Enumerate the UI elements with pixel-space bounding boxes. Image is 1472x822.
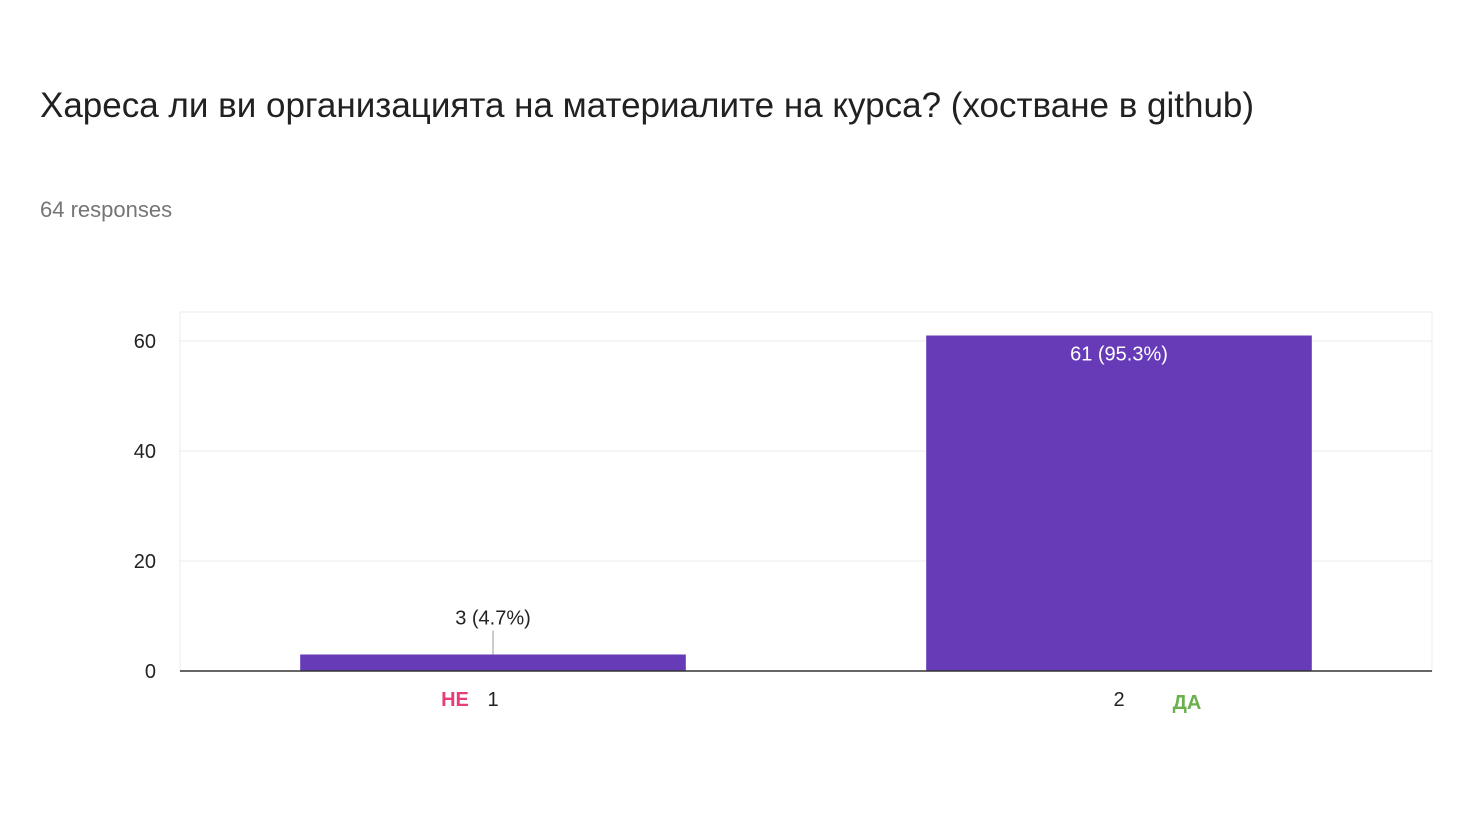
y-tick-label: 40 — [134, 441, 156, 463]
bar — [300, 654, 686, 671]
y-tick-label: 60 — [134, 331, 156, 353]
x-tick-label: 1 — [487, 689, 498, 711]
data-label: 3 (4.7%) — [455, 608, 531, 630]
response-count: 64 responses — [40, 197, 173, 222]
annotation-label: ДА — [1173, 692, 1202, 714]
y-tick-label: 0 — [145, 661, 156, 683]
y-axis-ticks: 0 20 40 60 — [134, 331, 156, 683]
annotations: НЕ ДА — [441, 689, 1201, 714]
data-labels: 3 (4.7%) 61 (95.3%) — [455, 344, 1168, 655]
annotation-label: НЕ — [441, 689, 469, 711]
bar — [926, 335, 1312, 671]
bars — [300, 335, 1312, 671]
y-tick-label: 20 — [134, 551, 156, 573]
data-label: 61 (95.3%) — [1070, 344, 1168, 366]
x-tick-label: 2 — [1113, 689, 1124, 711]
chart-title: Хареса ли ви организацията на материалит… — [40, 86, 1255, 125]
